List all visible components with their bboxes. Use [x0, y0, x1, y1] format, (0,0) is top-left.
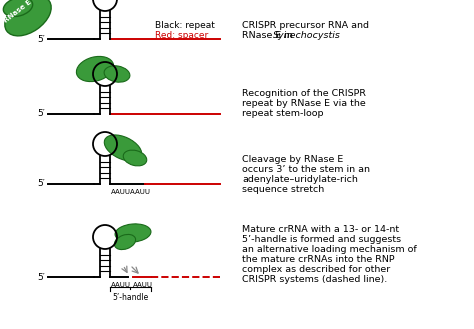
Text: 5′: 5′	[37, 110, 45, 118]
Text: an alternative loading mechanism of: an alternative loading mechanism of	[242, 244, 417, 254]
Text: CRISPR systems (dashed line).: CRISPR systems (dashed line).	[242, 274, 387, 284]
Text: Cleavage by RNase E: Cleavage by RNase E	[242, 155, 343, 164]
Text: repeat by RNase E via the: repeat by RNase E via the	[242, 99, 366, 109]
Text: Recognition of the CRISPR: Recognition of the CRISPR	[242, 89, 366, 98]
Text: Black: repeat: Black: repeat	[155, 20, 215, 30]
Text: AAUU: AAUU	[111, 282, 131, 288]
Text: repeat stem-loop: repeat stem-loop	[242, 110, 323, 118]
Text: RNase E in: RNase E in	[242, 31, 296, 39]
Text: Synechocystis: Synechocystis	[273, 31, 341, 39]
Ellipse shape	[114, 235, 136, 250]
Text: occurs 3’ to the stem in an: occurs 3’ to the stem in an	[242, 164, 370, 173]
Ellipse shape	[123, 150, 147, 166]
Ellipse shape	[115, 224, 151, 242]
Text: 5′: 5′	[37, 35, 45, 43]
Text: 5’-handle is formed and suggests: 5’-handle is formed and suggests	[242, 235, 401, 243]
Ellipse shape	[76, 56, 114, 82]
Ellipse shape	[5, 0, 51, 36]
Text: AAUU: AAUU	[133, 282, 153, 288]
Text: 5′: 5′	[37, 272, 45, 282]
Text: the mature crRNAs into the RNP: the mature crRNAs into the RNP	[242, 255, 395, 264]
Text: Red: spacer: Red: spacer	[155, 31, 208, 39]
Text: 5’-handle: 5’-handle	[112, 293, 149, 302]
Text: CRISPR precursor RNA and: CRISPR precursor RNA and	[242, 20, 369, 30]
Text: adenylate–uridylate-rich: adenylate–uridylate-rich	[242, 174, 358, 184]
Text: 5′: 5′	[37, 180, 45, 189]
Text: Mature crRNA with a 13- or 14-nt: Mature crRNA with a 13- or 14-nt	[242, 224, 399, 234]
Ellipse shape	[3, 0, 33, 16]
Text: AAUUAAUU: AAUUAAUU	[111, 189, 151, 195]
Text: sequence stretch: sequence stretch	[242, 185, 324, 193]
Text: complex as described for other: complex as described for other	[242, 265, 390, 273]
Ellipse shape	[104, 66, 130, 82]
Text: RNase E: RNase E	[3, 0, 33, 23]
Ellipse shape	[104, 135, 142, 161]
